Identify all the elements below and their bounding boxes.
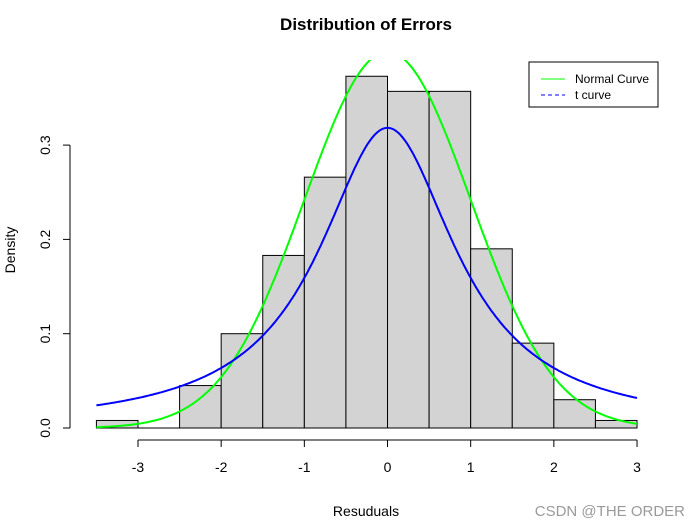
histogram-bar — [303, 176, 347, 429]
watermark: CSDN @THE ORDER — [534, 503, 685, 520]
legend: Normal Curve t curve — [528, 61, 659, 108]
legend-box — [528, 61, 659, 108]
legend-t-label: t curve — [575, 88, 611, 102]
y-tick-label: 0.3 — [37, 135, 53, 155]
histogram-bar — [511, 342, 555, 429]
histogram-bar — [262, 254, 305, 429]
chart-title: Distribution of Errors — [280, 15, 452, 34]
x-tick-label: 2 — [550, 459, 558, 475]
t-curve — [96, 126, 638, 407]
x-tick-label: 3 — [633, 459, 641, 475]
x-axis-label: Resuduals — [333, 503, 399, 519]
x-tick-label: 0 — [384, 459, 392, 475]
histogram-bar — [345, 75, 389, 429]
y-tick-label: 0.0 — [37, 418, 53, 438]
y-tick-label: 0.1 — [37, 324, 53, 344]
histogram-bar — [553, 399, 596, 429]
x-tick-label: 1 — [467, 459, 475, 475]
x-tick-label: -2 — [215, 459, 228, 475]
y-axis-label: Density — [2, 227, 18, 274]
histogram-bar — [179, 385, 222, 429]
y-tick-label: 0.2 — [37, 229, 53, 249]
normal-curve — [96, 60, 638, 429]
legend-normal-label: Normal Curve — [575, 72, 649, 86]
histogram-bar — [387, 90, 430, 429]
x-tick-label: -3 — [132, 459, 145, 475]
histogram-bar — [594, 419, 638, 429]
x-tick-label: -1 — [298, 459, 311, 475]
histogram-bar — [470, 248, 513, 429]
